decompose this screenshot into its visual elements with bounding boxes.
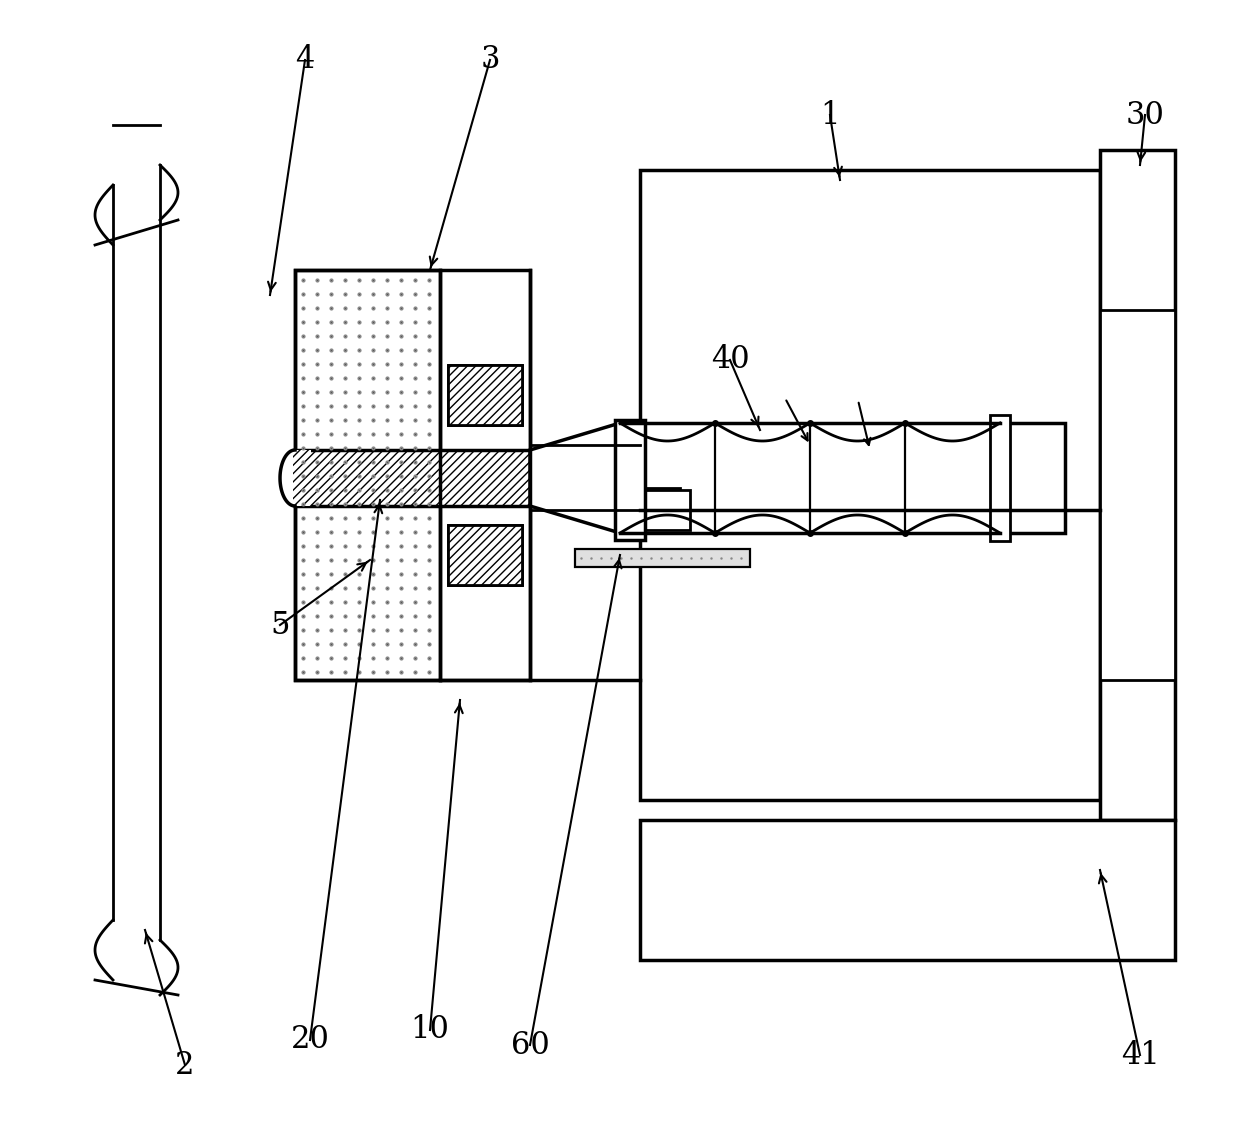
Bar [293,450,311,506]
Bar [295,270,529,680]
Bar [1100,150,1176,820]
Bar [295,450,595,506]
Text: 3: 3 [480,44,500,76]
Text: 60: 60 [511,1029,549,1060]
Text: 30: 30 [1126,99,1164,130]
Bar [640,490,689,530]
Text: 2: 2 [175,1050,195,1080]
Text: 5: 5 [270,609,290,641]
Bar [295,270,440,680]
Bar [575,549,750,567]
Bar [448,525,522,585]
Polygon shape [280,450,295,506]
Bar [640,820,1176,960]
Bar [999,423,1065,533]
Text: 20: 20 [290,1025,330,1055]
Bar [990,415,1011,541]
Bar [640,170,1100,800]
Polygon shape [529,423,620,533]
Text: 41: 41 [1121,1040,1159,1070]
Text: 1: 1 [820,99,839,130]
Text: 10: 10 [410,1015,449,1045]
Bar [615,420,645,540]
Text: 4: 4 [295,44,315,76]
Bar [1100,310,1176,680]
Text: 40: 40 [711,345,749,375]
Bar [448,525,522,585]
Bar [448,365,522,425]
Bar [640,488,680,510]
Bar [448,365,522,425]
